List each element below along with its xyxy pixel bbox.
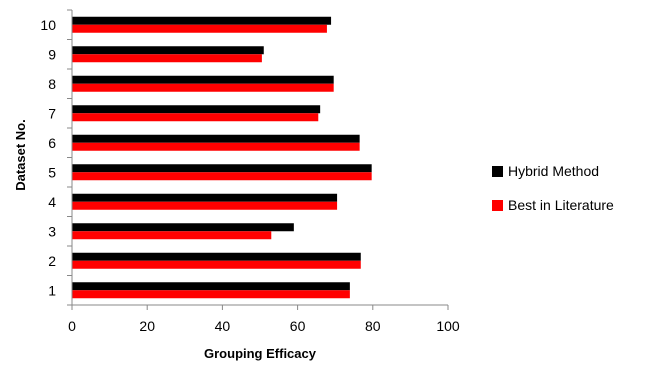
bar-literature-10 — [72, 24, 327, 33]
legend: Hybrid Method Best in Literature — [492, 163, 614, 213]
bar-hybrid-3 — [72, 223, 294, 232]
bar-literature-2 — [72, 260, 361, 269]
bar-literature-5 — [72, 172, 372, 181]
legend-swatch-literature — [492, 200, 503, 211]
bar-hybrid-9 — [72, 46, 264, 55]
bar-literature-4 — [72, 201, 338, 210]
y-tick-label: 10 — [40, 17, 56, 33]
x-tick-label: 0 — [68, 318, 76, 334]
bar-hybrid-1 — [72, 282, 350, 291]
bar-hybrid-7 — [72, 105, 321, 114]
x-tick-label: 40 — [215, 318, 231, 334]
y-tick-label: 8 — [48, 76, 56, 92]
x-axis-title: Grouping Efficacy — [204, 346, 317, 361]
y-axis-title: Dataset No. — [13, 119, 28, 191]
bar-literature-6 — [72, 142, 360, 151]
bar-hybrid-5 — [72, 164, 372, 173]
bar-literature-8 — [72, 83, 334, 92]
legend-swatch-hybrid — [492, 166, 503, 177]
y-tick-label: 3 — [48, 223, 56, 239]
y-tick-label: 7 — [48, 105, 56, 121]
bar-hybrid-10 — [72, 16, 332, 25]
legend-label-hybrid: Hybrid Method — [508, 163, 599, 179]
y-tick-label: 4 — [48, 194, 56, 210]
legend-label-literature: Best in Literature — [508, 197, 614, 213]
bar-literature-7 — [72, 113, 319, 122]
y-tick-label: 2 — [48, 253, 56, 269]
bar-hybrid-8 — [72, 75, 334, 84]
x-tick-label: 60 — [290, 318, 306, 334]
bar-literature-1 — [72, 290, 350, 299]
x-tick-label: 100 — [436, 318, 460, 334]
x-tick-label: 80 — [365, 318, 381, 334]
bar-literature-3 — [72, 231, 272, 240]
bar-hybrid-2 — [72, 252, 361, 261]
bar-literature-9 — [72, 54, 262, 63]
y-tick-label: 1 — [48, 282, 56, 298]
y-tick-label: 6 — [48, 135, 56, 151]
bars — [72, 16, 372, 299]
y-tick-label: 9 — [48, 46, 56, 62]
y-tick-label: 5 — [48, 164, 56, 180]
bar-hybrid-4 — [72, 193, 338, 202]
x-tick-label: 20 — [139, 318, 155, 334]
bar-hybrid-6 — [72, 134, 360, 143]
axes — [67, 9, 449, 310]
